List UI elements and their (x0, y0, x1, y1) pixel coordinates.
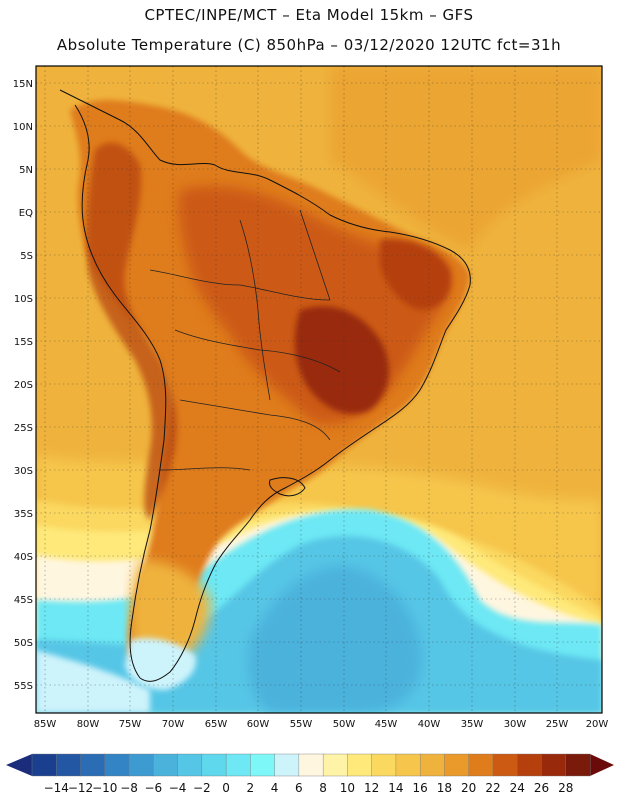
lon-label: 85W (34, 719, 57, 730)
colorbar-cell (492, 753, 518, 777)
colorbar-cell (274, 753, 300, 777)
colorbar-cell (104, 753, 130, 777)
lat-label: 10S (14, 294, 33, 305)
colorbar-label: 10 (340, 781, 355, 795)
colorbar-label: 18 (437, 781, 452, 795)
colorbar-cell (419, 753, 445, 777)
colorbar-cell (517, 753, 542, 777)
colorbar-label: −14 (44, 781, 69, 795)
colorbar-left-arrow (6, 754, 32, 776)
colorbar-label: 26 (534, 781, 549, 795)
title-line-2: Absolute Temperature (C) 850hPa – 03/12/… (56, 36, 562, 54)
colorbar-label: 2 (247, 781, 255, 795)
colorbar-label: −6 (144, 781, 162, 795)
lat-label: 40S (14, 552, 33, 563)
lat-label: 35S (14, 509, 33, 520)
lon-label: 40W (418, 719, 441, 730)
colorbar-label: 6 (295, 781, 303, 795)
colorbar-label: 4 (271, 781, 279, 795)
colorbar-cell (298, 753, 324, 777)
colorbar-cell (371, 753, 397, 777)
lon-label: 55W (290, 719, 313, 730)
colorbar-cell (395, 753, 421, 777)
lat-label: EQ (19, 208, 33, 219)
lon-label: 80W (77, 719, 100, 730)
colorbar-cell (322, 753, 348, 777)
colorbar-label: 20 (461, 781, 476, 795)
colorbar-label: 12 (364, 781, 379, 795)
title-line-1: CPTEC/INPE/MCT – Eta Model 15km – GFS (144, 6, 474, 24)
lat-label: 55S (14, 681, 33, 692)
lon-label: 75W (119, 719, 142, 730)
lon-label: 70W (162, 719, 185, 730)
colorbar-cell (177, 753, 203, 777)
lat-label: 20S (14, 380, 33, 391)
colorbar-label: 22 (485, 781, 500, 795)
colorbar-cell (201, 753, 227, 777)
lon-label: 50W (333, 719, 356, 730)
lat-label: 50S (14, 638, 33, 649)
map-frame (35, 65, 603, 714)
lat-label: 30S (14, 466, 33, 477)
lat-label: 15N (13, 79, 33, 90)
lon-label: 35W (461, 719, 484, 730)
colorbar-cell (80, 753, 106, 777)
temperature-field (36, 66, 602, 713)
lon-label: 65W (205, 719, 228, 730)
lat-label: 5N (19, 165, 33, 176)
lat-label: 10N (13, 122, 33, 133)
colorbar-cell (347, 753, 373, 777)
colorbar-label: 14 (388, 781, 403, 795)
lat-label: 25S (14, 423, 33, 434)
lon-label: 60W (247, 719, 270, 730)
colorbar-label: 8 (319, 781, 327, 795)
lat-label: 5S (20, 251, 33, 262)
colorbar-cell (565, 753, 591, 777)
lon-label: 20W (586, 719, 609, 730)
colorbar-label: 28 (558, 781, 573, 795)
colorbar-label: −12 (68, 781, 93, 795)
colorbar-cell (225, 753, 251, 777)
coastline (59, 89, 471, 682)
lon-label: 25W (546, 719, 569, 730)
colorbar: −14−12−10 −8 −6 −4 −2 0 2 4 6 8 10 12 14 16 18 20 22 24 26… (6, 753, 614, 795)
colorbar-cell (468, 753, 494, 777)
colorbar-label: −4 (169, 781, 187, 795)
colorbar-label: 16 (413, 781, 428, 795)
colorbar-cell (444, 753, 470, 777)
colorbar-label: −10 (92, 781, 117, 795)
colorbar-cell (153, 753, 179, 777)
lat-label: 15S (14, 337, 33, 348)
lon-label: 45W (375, 719, 398, 730)
latitude-axis: 15N 10N 5N EQ 5S 10S 15S 20S 25S 30S 35S… (13, 79, 33, 692)
colorbar-label: 24 (510, 781, 525, 795)
longitude-axis: 85W 80W 75W 70W 65W 60W 55W 50W 45W 40W … (34, 719, 609, 730)
colorbar-right-arrow (590, 754, 614, 776)
colorbar-cell (250, 753, 276, 777)
colorbar-cell (31, 753, 57, 777)
lat-label: 45S (14, 595, 33, 606)
colorbar-cell (128, 753, 154, 777)
lon-label: 30W (504, 719, 527, 730)
colorbar-label: −8 (120, 781, 138, 795)
colorbar-cell (541, 753, 567, 777)
colorbar-label: 0 (222, 781, 230, 795)
colorbar-label: −2 (193, 781, 211, 795)
colorbar-cell (56, 753, 82, 777)
